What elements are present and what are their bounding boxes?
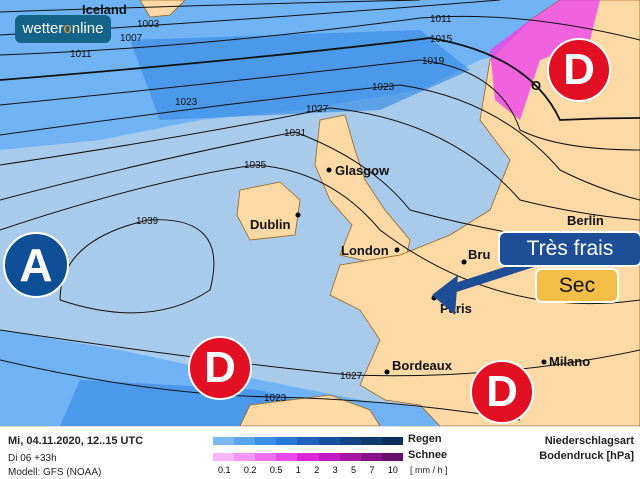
legend-footer: Mi, 04.11.2020, 12..15 UTC Di 06 +33h Mo…	[0, 426, 640, 479]
label-dublin: Dublin	[250, 217, 290, 232]
weather-map: 1003 1007 1011 1011 1015 1019 1023 1023 …	[0, 0, 640, 426]
isobar-label: 1011	[70, 49, 92, 60]
label-bordeaux: Bordeaux	[392, 358, 453, 373]
city-dot	[461, 259, 467, 265]
isobar-label: 1031	[284, 128, 307, 139]
city-dot	[394, 247, 400, 253]
tick: 1	[295, 465, 301, 475]
label-london: London	[341, 243, 389, 258]
scale-ticks: 0.1 0.2 0.5 1 2 3 5 7 10	[218, 465, 398, 475]
isobar-label: 1011	[430, 14, 452, 25]
isobar-label: 1035	[244, 160, 267, 171]
isobar-label: 1027	[340, 371, 363, 382]
high-pressure-marker: A	[3, 232, 69, 298]
wind-arrow-head	[432, 275, 458, 315]
isobar-label: 1023	[264, 393, 287, 404]
isobar-label: 1007	[120, 33, 143, 44]
city-dot	[384, 369, 390, 375]
label-iceland: Iceland	[82, 2, 127, 17]
isobar-label: 1015	[430, 34, 453, 45]
tick: 0.1	[218, 465, 231, 475]
forecast-step: Di 06 +33h	[8, 453, 57, 464]
rain-label: Regen	[408, 433, 442, 445]
snow-label: Schnee	[408, 449, 448, 461]
wetteronline-logo[interactable]: wetteronline	[15, 15, 111, 43]
isobar-label: 1023	[372, 82, 395, 93]
unit-label: [ mm / h ]	[410, 465, 448, 475]
low-pressure-marker: D	[470, 360, 534, 424]
label-bru: Bru	[468, 247, 490, 262]
pressure-label: Bodendruck [hPa]	[539, 450, 634, 462]
tick: 7	[369, 465, 375, 475]
logo-text: nline	[71, 20, 104, 37]
isobar-label: 1023	[175, 97, 198, 108]
rain-scale	[213, 437, 403, 445]
city-labels: Iceland Glasgow Dublin London Bru Paris …	[82, 2, 604, 375]
snow-area	[490, 0, 600, 120]
snow-scale	[213, 453, 403, 461]
temperature-callout: Très frais	[498, 231, 640, 267]
label-milano: Milano	[549, 354, 590, 369]
isobar-labels: 1003 1007 1011 1011 1015 1019 1023 1023 …	[70, 14, 453, 404]
tick: 0.2	[243, 465, 257, 475]
label-oslo: O	[531, 78, 541, 93]
low-pressure-marker: D	[188, 336, 252, 400]
datetime: Mi, 04.11.2020, 12..15 UTC	[8, 435, 144, 447]
tick: 3	[332, 465, 338, 475]
precipitation-callout: Sec	[535, 268, 619, 303]
logo-text: wetter	[22, 20, 64, 37]
tick: 2	[314, 465, 320, 475]
city-dot	[326, 167, 332, 173]
precip-type-label: Niederschlagsart	[544, 435, 634, 447]
tick: 10	[387, 465, 398, 475]
city-dot	[295, 212, 301, 218]
tick: 0.5	[269, 465, 283, 475]
isobar-label: 1019	[422, 56, 445, 67]
isobar-lines	[0, 0, 640, 421]
model-info: Modell: GFS (NOAA)	[8, 467, 102, 478]
city-dot	[541, 359, 547, 365]
label-glasgow: Glasgow	[335, 163, 390, 178]
isobar-label: 1027	[306, 104, 329, 115]
isobar-label: 1003	[137, 19, 160, 30]
tick: 5	[351, 465, 357, 475]
logo-text: o	[63, 20, 72, 37]
label-berlin: Berlin	[567, 213, 604, 228]
isobar-label: 1039	[136, 216, 159, 227]
low-pressure-marker: D	[547, 38, 611, 102]
